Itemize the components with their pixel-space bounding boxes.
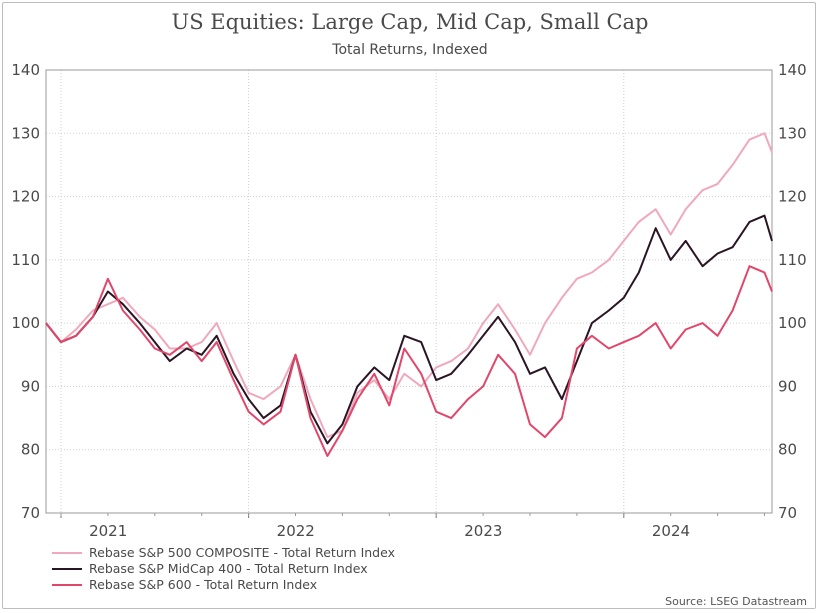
series-line-3 [45,265,773,457]
series-line-2 [45,214,773,445]
grid [46,69,772,514]
y-tick-label-left: 140 [11,61,40,79]
plot-frame [45,69,773,514]
y-tick-label-left: 130 [11,124,40,142]
legend: Rebase S&P 500 COMPOSITE - Total Return … [52,545,395,592]
x-tick-label: 2023 [464,522,502,540]
series-line-1 [45,132,773,439]
series-lines [45,132,773,457]
x-tick-label: 2022 [277,522,315,540]
y-tick-label-left: 80 [21,441,40,459]
x-axis: 2021 2022 2023 2024 [60,513,765,540]
y-tick-label-left: 110 [11,251,40,269]
chart-title: US Equities: Large Cap, Mid Cap, Small C… [172,10,649,34]
y-tick-label-left: 90 [21,377,40,395]
legend-label-1: Rebase S&P 500 COMPOSITE - Total Return … [89,545,395,560]
x-tick-label: 2021 [89,522,127,540]
legend-label-3: Rebase S&P 600 - Total Return Index [89,577,317,592]
legend-label-2: Rebase S&P MidCap 400 - Total Return Ind… [89,561,368,576]
y-tick-label-right: 90 [778,377,797,395]
y-tick-label-right: 100 [778,314,807,332]
y-tick-label-right: 110 [778,251,807,269]
y-tick-label-right: 130 [778,124,807,142]
x-tick-label: 2024 [652,522,690,540]
y-tick-label-left: 100 [11,314,40,332]
y-tick-label-right: 120 [778,188,807,206]
y-axis-right: 70 80 90 100 110 120 130 140 [778,61,807,522]
y-axis-left: 70 80 90 100 110 120 130 140 [11,61,40,522]
y-tick-label-right: 140 [778,61,807,79]
y-tick-label-left: 70 [21,504,40,522]
source-note: Source: LSEG Datastream [665,595,807,608]
y-tick-label-right: 70 [778,504,797,522]
y-tick-label-right: 80 [778,441,797,459]
y-tick-label-left: 120 [11,188,40,206]
chart-subtitle: Total Returns, Indexed [331,42,487,58]
